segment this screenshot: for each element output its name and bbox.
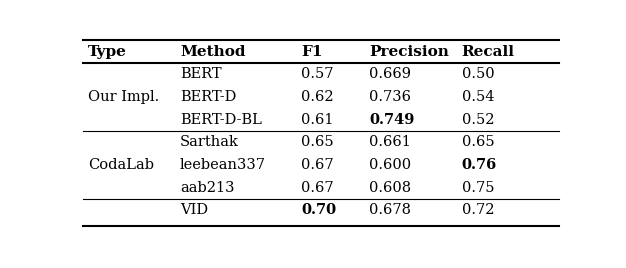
Text: 0.62: 0.62: [301, 90, 334, 104]
Text: Sarthak: Sarthak: [180, 135, 239, 149]
Text: 0.600: 0.600: [369, 158, 411, 172]
Text: 0.50: 0.50: [461, 67, 494, 81]
Text: Precision: Precision: [369, 45, 449, 59]
Text: Our Impl.: Our Impl.: [88, 90, 159, 104]
Text: aab213: aab213: [180, 181, 235, 195]
Text: 0.669: 0.669: [369, 67, 411, 81]
Text: 0.54: 0.54: [461, 90, 494, 104]
Text: Recall: Recall: [461, 45, 515, 59]
Text: 0.661: 0.661: [369, 135, 411, 149]
Text: F1: F1: [301, 45, 323, 59]
Text: 0.678: 0.678: [369, 203, 411, 217]
Text: 0.72: 0.72: [461, 203, 494, 217]
Text: 0.61: 0.61: [301, 113, 334, 127]
Text: 0.736: 0.736: [369, 90, 411, 104]
Text: CodaLab: CodaLab: [88, 158, 154, 172]
Text: 0.67: 0.67: [301, 181, 334, 195]
Text: BERT: BERT: [180, 67, 222, 81]
Text: Type: Type: [88, 45, 127, 59]
Text: 0.67: 0.67: [301, 158, 334, 172]
Text: 0.749: 0.749: [369, 113, 414, 127]
Text: 0.608: 0.608: [369, 181, 411, 195]
Text: 0.65: 0.65: [461, 135, 494, 149]
Text: leebean337: leebean337: [180, 158, 266, 172]
Text: 0.70: 0.70: [301, 203, 337, 217]
Text: 0.75: 0.75: [461, 181, 494, 195]
Text: VID: VID: [180, 203, 208, 217]
Text: 0.52: 0.52: [461, 113, 494, 127]
Text: 0.57: 0.57: [301, 67, 334, 81]
Text: 0.65: 0.65: [301, 135, 334, 149]
Text: BERT-D: BERT-D: [180, 90, 237, 104]
Text: Method: Method: [180, 45, 245, 59]
Text: 0.76: 0.76: [461, 158, 497, 172]
Text: BERT-D-BL: BERT-D-BL: [180, 113, 262, 127]
